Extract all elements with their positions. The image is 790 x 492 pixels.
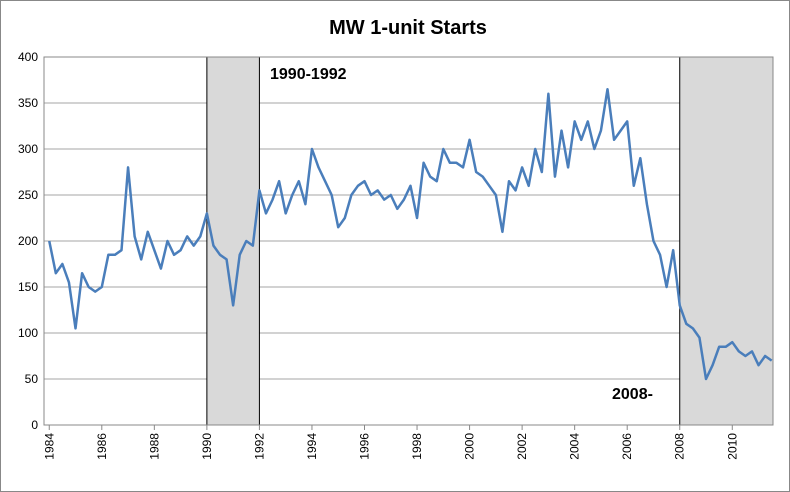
y-tick-label: 300 [18,142,38,156]
x-tick-label: 2008 [673,433,687,460]
y-tick-label: 250 [18,188,38,202]
x-tick-label: 2004 [568,433,582,460]
x-tick-label: 2002 [515,433,529,460]
annotation: 1990-1992 [270,66,347,83]
x-tick-label: 2006 [620,433,634,460]
y-tick-label: 150 [18,280,38,294]
shaded-region [679,57,773,425]
x-tick-label: 2010 [725,433,739,460]
y-tick-label: 350 [18,96,38,110]
x-tick-label: 1990 [200,433,214,460]
x-tick-label: 1998 [410,433,424,460]
x-tick-label: 1984 [42,433,56,460]
x-tick-label: 1994 [305,433,319,460]
x-tick-label: 1986 [95,433,109,460]
annotation: 2008- [612,386,653,403]
x-tick-label: 1988 [147,433,161,460]
y-tick-label: 50 [25,372,39,386]
x-tick-label: 1992 [252,433,266,460]
y-tick-label: 100 [18,326,38,340]
y-tick-label: 400 [18,50,38,64]
y-tick-label: 200 [18,234,38,248]
x-tick-label: 2000 [463,433,477,460]
plot-border [43,56,774,426]
shaded-region [206,57,260,425]
y-tick-label: 0 [31,418,38,432]
x-tick-label: 1996 [357,433,371,460]
chart-title: MW 1-unit Starts [329,17,487,39]
data-line [48,87,773,381]
